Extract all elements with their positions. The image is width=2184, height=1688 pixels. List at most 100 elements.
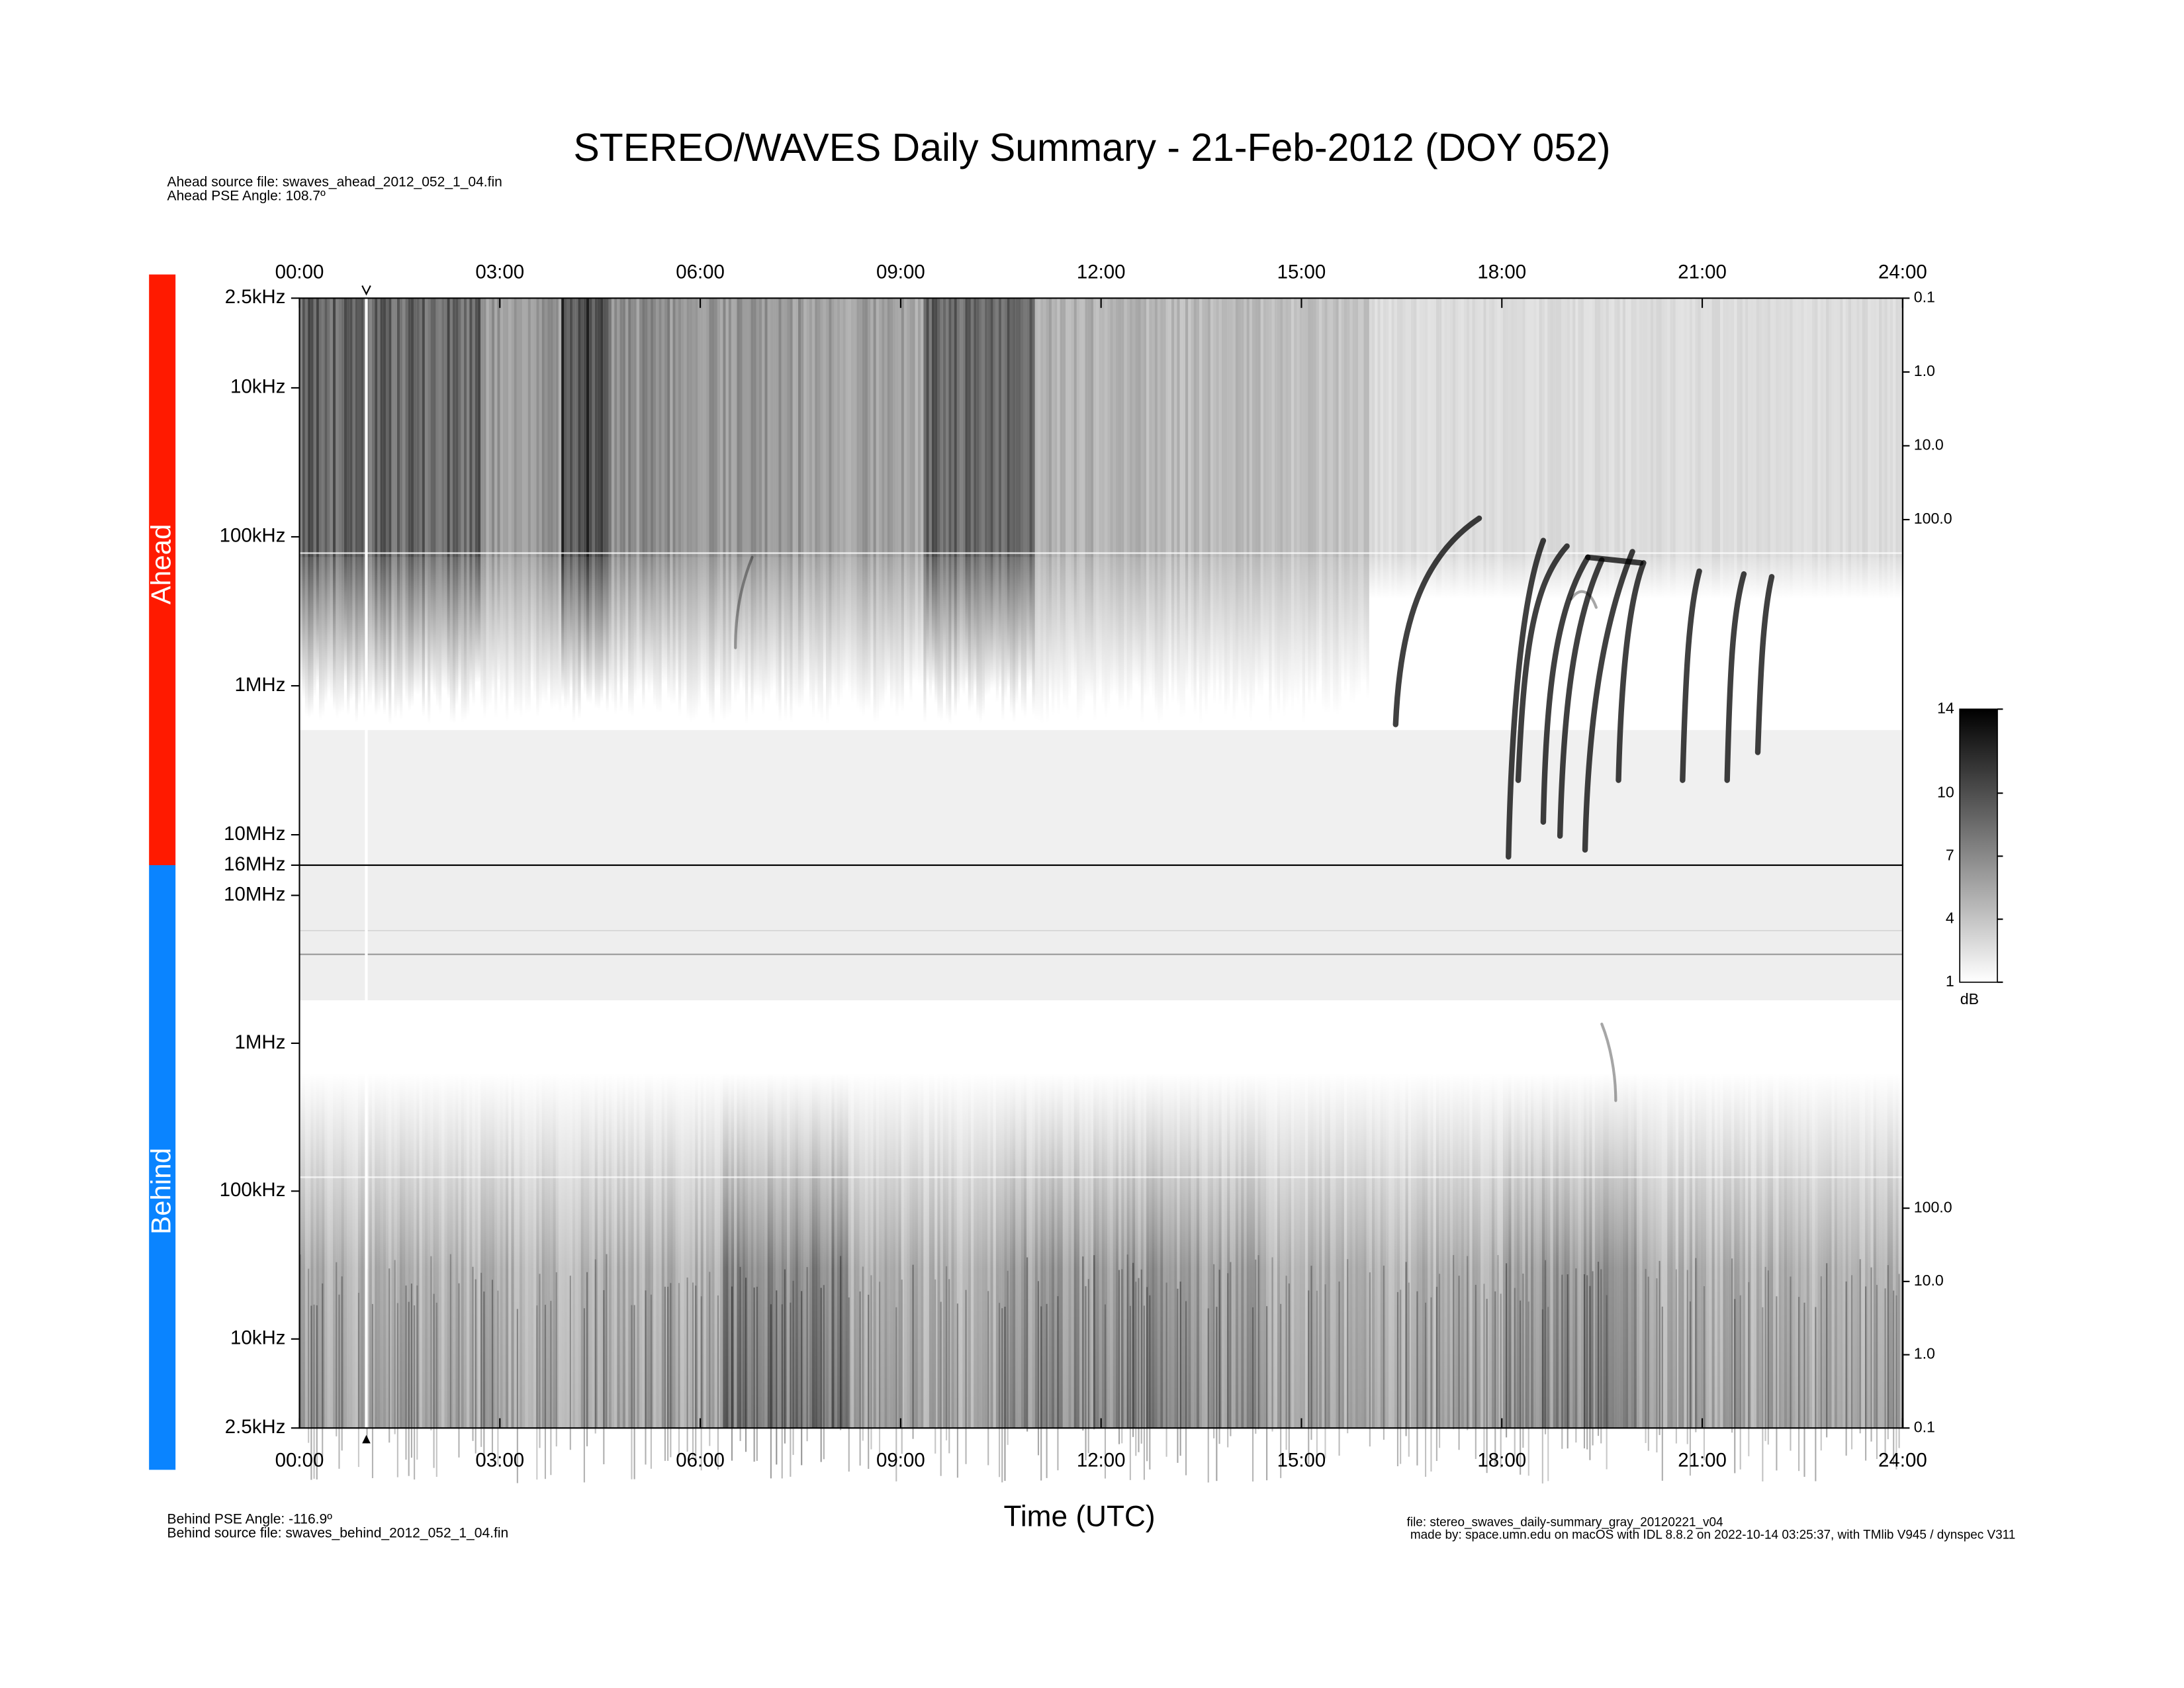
spectrum-column (809, 298, 812, 557)
spectrum-column (550, 1072, 553, 1429)
y2-tick-label: 100.0 (1914, 1198, 1952, 1215)
spectrum-column (868, 298, 871, 557)
spectrum-column (1104, 298, 1108, 557)
spectrum-fade (1678, 557, 1682, 600)
spectrum-fade (1324, 557, 1328, 714)
spectrum-column (1653, 1072, 1657, 1429)
spectrum-column (1594, 1072, 1598, 1429)
x-tick-label: 24:00 (1878, 1450, 1927, 1472)
spectrum-column (1422, 1072, 1425, 1429)
spectrum-column (1739, 298, 1743, 557)
spectrum-column (391, 298, 394, 557)
spectrum-column (622, 1072, 625, 1429)
y2-tick-label: 1.0 (1914, 362, 1935, 379)
spectrum-column (806, 298, 809, 557)
spectrum-column (912, 298, 915, 557)
spectrum-column (1238, 298, 1242, 557)
spectrum-fade (859, 557, 862, 714)
spectrum-column (1394, 1072, 1397, 1429)
spectrum-column (433, 1072, 436, 1429)
spectrum-column (1085, 1072, 1088, 1429)
spectrum-fade (1152, 557, 1155, 700)
spectrum-fade (1795, 557, 1799, 600)
spectrum-column (1391, 298, 1394, 557)
spectrum-column (1046, 1072, 1049, 1429)
spectrum-column (1829, 1072, 1832, 1429)
spectrum-column (667, 298, 670, 557)
spectrum-column (349, 298, 353, 557)
spectrum-streak (1475, 1284, 1477, 1459)
spectrum-fade (1274, 557, 1277, 703)
spectrum-streak (1207, 1308, 1209, 1483)
spectrum-column (1762, 298, 1765, 557)
spectrum-fade (823, 557, 827, 684)
spectrum-column (864, 298, 868, 557)
spectrum-fade (790, 557, 793, 723)
spectrum-streak (341, 1276, 343, 1451)
spectrum-fade (606, 557, 609, 713)
spectrum-column (388, 298, 392, 557)
spectrum-column (1781, 298, 1784, 557)
spectrum-column (1343, 1072, 1347, 1429)
spectrum-fade (475, 557, 478, 684)
spectrum-fade (488, 557, 492, 706)
spectrum-column (1555, 1072, 1559, 1429)
x-tick-label: 12:00 (1077, 1450, 1126, 1472)
spectrum-fade (714, 557, 717, 691)
spectrum-column (1082, 1072, 1085, 1429)
spectrum-column (797, 298, 801, 557)
spectrum-column (1714, 298, 1717, 557)
spectrum-streak (1252, 1307, 1254, 1482)
spectrum-column (723, 298, 726, 557)
spectrum-fade (834, 557, 837, 700)
spectrum-column (569, 1072, 572, 1429)
spectrum-column (547, 1072, 551, 1429)
spectrum-column (1798, 298, 1801, 557)
spectrum-streak (859, 1291, 861, 1466)
spectrum-fade (1007, 557, 1010, 689)
spectrum-column (1113, 1072, 1116, 1429)
spectrum-fade (889, 557, 893, 709)
spectrum-column (1199, 298, 1203, 557)
spectrum-column (1299, 1072, 1302, 1429)
spectrum-streak (1597, 1262, 1600, 1436)
spectrum-streak (1561, 1274, 1563, 1449)
spectrum-column (667, 1072, 670, 1429)
spectrum-column (1787, 298, 1790, 557)
spectrum-column (302, 298, 305, 557)
spectrum-fade (1723, 557, 1726, 600)
spectrum-column (954, 298, 957, 557)
spectrum-streak (1347, 1259, 1349, 1434)
spectrum-column (1553, 298, 1556, 557)
spectrum-column (801, 298, 804, 557)
spectrum-column (357, 1072, 361, 1429)
spectrum-column (553, 298, 556, 557)
spectrum-fade (1168, 557, 1171, 684)
spectrum-column (942, 1072, 946, 1429)
spectrum-column (475, 1072, 478, 1429)
spectrum-fade (449, 557, 453, 723)
spectrum-fade (1246, 557, 1250, 699)
spectrum-column (1597, 1072, 1601, 1429)
spectrum-streak (1400, 1289, 1402, 1464)
spectrum-column (709, 1072, 712, 1429)
spectrum-fade (1040, 557, 1044, 724)
spectrum-column (1734, 1072, 1737, 1429)
spectrum-column (447, 1072, 450, 1429)
spectrum-column (516, 1072, 520, 1429)
spectrum-fade (1734, 557, 1737, 600)
spectrum-fade (862, 557, 865, 716)
spectrum-fade (522, 557, 525, 703)
spectrum-fade (318, 557, 322, 720)
spectrum-column (820, 1072, 823, 1429)
spectrum-column (706, 298, 709, 557)
spectrum-fade (951, 557, 954, 689)
spectrum-fade (1124, 557, 1127, 694)
spectrum-streak (472, 1266, 474, 1441)
spectrum-column (502, 298, 506, 557)
spectrum-column (901, 1072, 904, 1429)
spectrum-fade (909, 557, 913, 704)
spectrum-fade (670, 557, 673, 706)
spectrum-column (831, 1072, 835, 1429)
spectrum-streak (1494, 1291, 1496, 1466)
